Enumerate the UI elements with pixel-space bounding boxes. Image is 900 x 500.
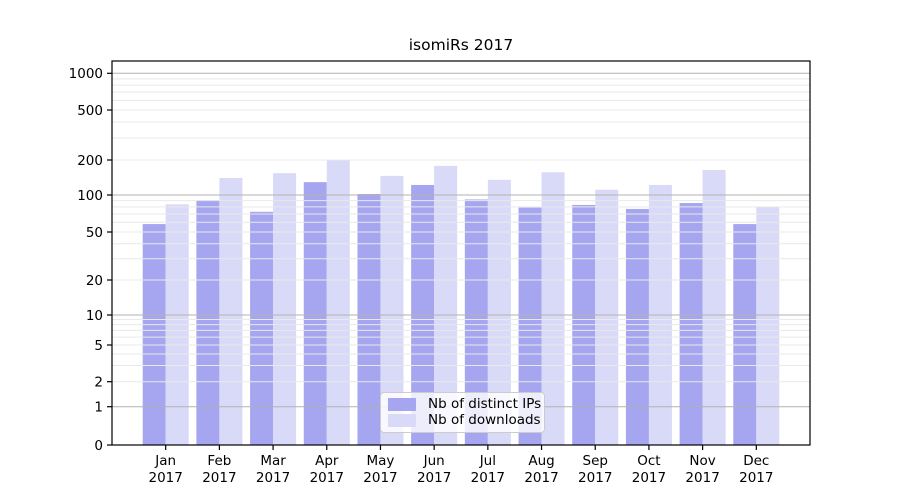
bar-distinct-ips-jan (142, 224, 166, 445)
bar-distinct-ips-feb (196, 200, 220, 445)
legend-label-distinct-ips: Nb of distinct IPs (428, 396, 542, 412)
plot-border (111, 60, 811, 446)
x-tick-label-nov: Nov 2017 (685, 453, 719, 486)
bar-downloads-jul (487, 179, 511, 445)
y-tick-label-50: 50 (86, 225, 103, 241)
bar-downloads-nov (702, 170, 726, 446)
bar-distinct-ips-mar (250, 211, 274, 445)
x-tick-label-jan: Jan 2017 (149, 453, 183, 486)
bar-downloads-dec (756, 206, 780, 445)
gridlines-layer (112, 72, 810, 408)
y-tick-label-5: 5 (94, 338, 103, 354)
bar-downloads-may (380, 175, 404, 445)
y-tick-label-100: 100 (77, 188, 103, 204)
x-tick-label-aug: Aug 2017 (524, 453, 558, 486)
bar-downloads-sep (595, 189, 619, 445)
legend-label-downloads: Nb of downloads (428, 411, 541, 428)
bar-distinct-ips-dec (733, 224, 757, 445)
y-tick-label-10: 10 (86, 308, 103, 324)
bar-downloads-mar (273, 173, 297, 445)
bar-distinct-ips-jul (464, 199, 488, 445)
chart-title: isomiRs 2017 (408, 36, 514, 54)
legend: Nb of distinct IPs Nb of downloads (380, 392, 545, 433)
y-tick-label-200: 200 (77, 153, 103, 169)
bar-downloads-aug (541, 172, 565, 445)
x-tick-label-dec: Dec 2017 (739, 453, 773, 486)
y-tick-label-1: 1 (94, 400, 103, 416)
x-tick-label-apr: Apr 2017 (310, 453, 344, 486)
x-tick-label-jul: Jul 2017 (471, 453, 505, 486)
bar-downloads-feb (219, 178, 243, 445)
bar-downloads-apr (326, 160, 350, 445)
bar-distinct-ips-nov (679, 203, 703, 445)
y-tick-label-1000: 1000 (69, 66, 103, 82)
x-tick-label-oct: Oct 2017 (632, 453, 666, 486)
y-tick-label-2: 2 (94, 375, 103, 391)
legend-swatch-downloads (388, 413, 416, 427)
bar-distinct-ips-apr (303, 182, 327, 445)
x-tick-label-sep: Sep 2017 (578, 453, 612, 486)
bar-downloads-jun (434, 165, 458, 446)
x-tick-label-mar: Mar 2017 (256, 453, 290, 486)
y-tick-label-500: 500 (77, 103, 103, 119)
y-tick-label-0: 0 (94, 438, 103, 454)
legend-item-distinct-ips: Nb of distinct IPs (388, 397, 541, 412)
x-tick-label-may: May 2017 (363, 453, 397, 486)
bar-distinct-ips-aug (518, 207, 542, 445)
legend-item-downloads: Nb of downloads (388, 413, 541, 428)
axes-layer: 0 1 2 5 10 20 50 100 200 500 1000 Jan 2017 Feb 2017 Mar… (69, 60, 811, 486)
legend-swatch-distinct-ips (388, 398, 416, 412)
bar-distinct-ips-oct (625, 208, 649, 445)
y-tick-label-20: 20 (86, 273, 103, 289)
x-tick-label-feb: Feb 2017 (202, 453, 236, 486)
x-tick-label-jun: Jun 2017 (417, 453, 451, 486)
